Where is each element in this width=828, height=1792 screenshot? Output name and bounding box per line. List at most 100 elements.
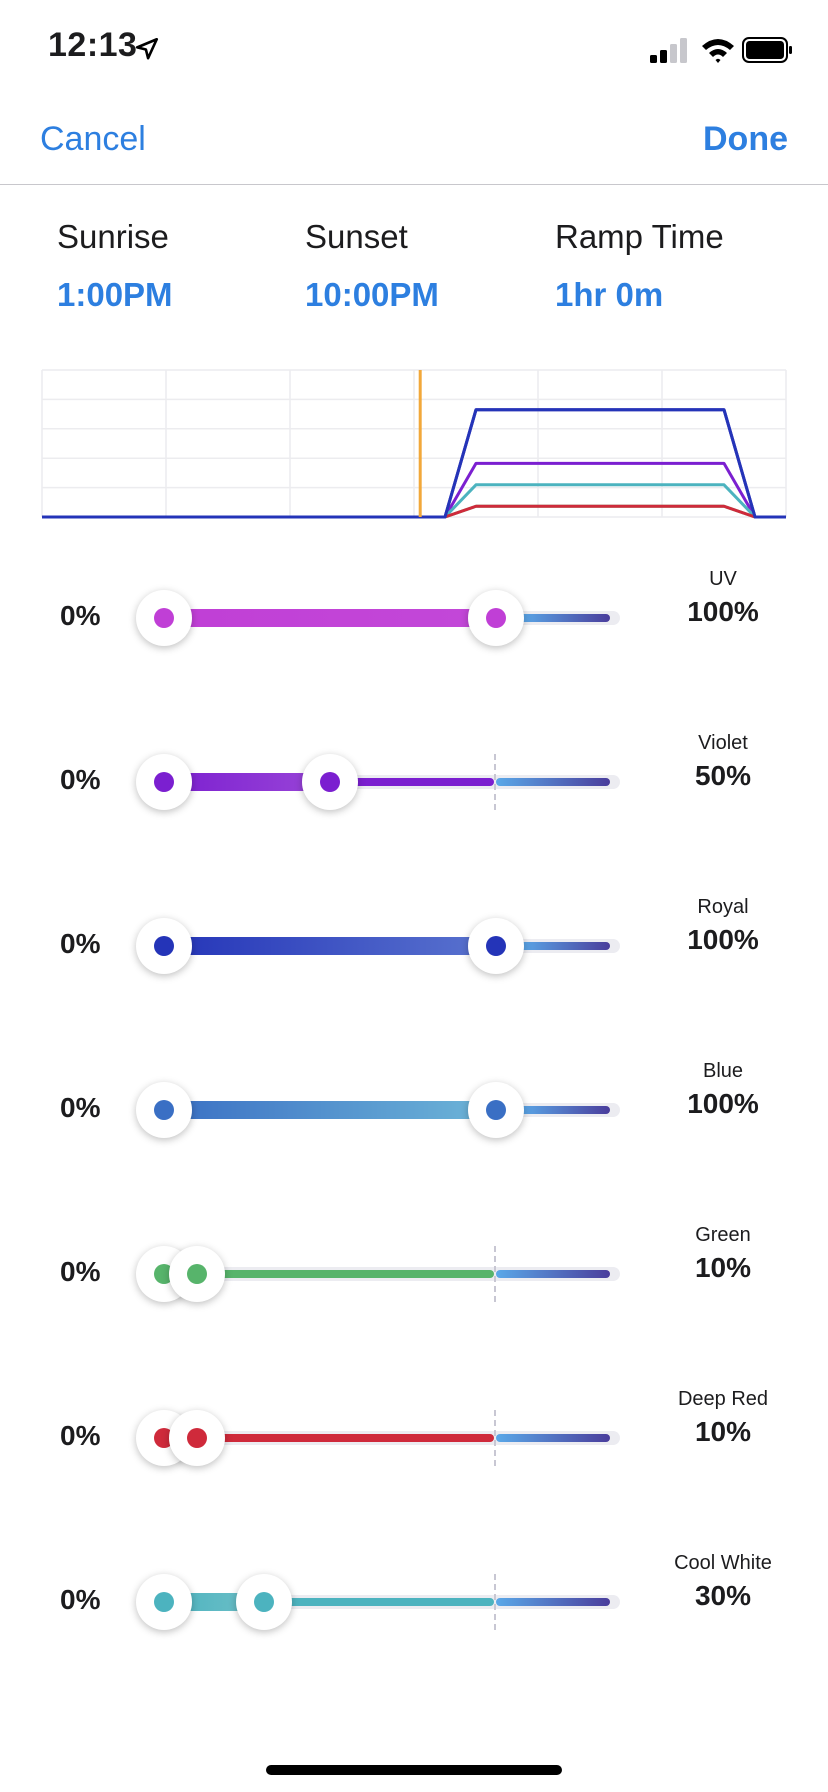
channel-value: 10% xyxy=(694,1252,752,1283)
status-bar: 12:13 xyxy=(0,0,828,100)
channel-range-slider[interactable] xyxy=(130,1388,620,1488)
slider-max-knob[interactable] xyxy=(468,1082,524,1138)
knob-dot xyxy=(320,772,340,792)
knob-dot xyxy=(486,608,506,628)
channel-name: Violet xyxy=(698,732,748,754)
slider-fill xyxy=(164,773,330,791)
chart-series-line-6 xyxy=(42,408,786,519)
knob-dot xyxy=(253,1592,274,1612)
ramp-time-picker[interactable]: Ramp Time 1hr 0m xyxy=(555,218,724,314)
channel-value: 100% xyxy=(687,924,759,955)
slider-100-mark xyxy=(494,1410,496,1466)
channel-range-slider[interactable] xyxy=(130,1552,620,1652)
channel-name: Blue xyxy=(702,1060,744,1082)
slider-track-remaining xyxy=(197,1434,494,1442)
sunrise-label: Sunrise xyxy=(57,218,169,255)
channel-name: Deep Red xyxy=(677,1388,769,1410)
channel-row-deep-red: 0% Deep Red 10% xyxy=(0,1388,828,1488)
slider-min-knob[interactable] xyxy=(136,1082,192,1138)
channel-value: 100% xyxy=(687,1088,759,1119)
slider-max-knob[interactable] xyxy=(468,918,524,974)
knob-dot xyxy=(486,1100,506,1120)
slider-track-overdrive xyxy=(496,1598,610,1606)
slider-100-mark xyxy=(494,754,496,810)
channel-min-value: 0% xyxy=(60,764,101,795)
slider-fill xyxy=(164,937,496,955)
channel-row-violet: 0% Violet 50% xyxy=(0,732,828,832)
channel-value: 50% xyxy=(694,760,752,791)
sunset-value: 10:00PM xyxy=(305,276,439,313)
slider-max-knob[interactable] xyxy=(468,590,524,646)
channel-row-blue: 0% Blue 100% xyxy=(0,1060,828,1160)
slider-track-remaining xyxy=(263,1598,494,1606)
channel-min-value: 0% xyxy=(60,1420,101,1451)
home-indicator xyxy=(266,1765,562,1775)
sunset-label: Sunset xyxy=(305,218,408,255)
channel-range-slider[interactable] xyxy=(130,896,620,996)
slider-100-mark xyxy=(494,1246,496,1302)
wifi-icon xyxy=(702,39,734,63)
slider-100-mark xyxy=(494,1574,496,1630)
slider-max-knob[interactable] xyxy=(302,754,358,810)
channel-range-slider[interactable] xyxy=(130,732,620,832)
slider-track-overdrive xyxy=(496,778,610,786)
channel-name: Royal xyxy=(697,896,749,918)
location-arrow-icon xyxy=(135,37,159,60)
channel-row-cool-white: 0% Cool White 30% xyxy=(0,1552,828,1652)
cancel-button[interactable]: Cancel xyxy=(40,120,146,158)
knob-dot xyxy=(187,1428,208,1448)
knob-dot xyxy=(154,1100,174,1120)
slider-min-knob[interactable] xyxy=(136,754,192,810)
slider-track-remaining xyxy=(197,1270,494,1278)
sunrise-value: 1:00PM xyxy=(57,276,173,313)
channel-range-slider[interactable] xyxy=(130,568,620,668)
channel-row-uv: 0% UV 100% xyxy=(0,568,828,668)
channel-name: UV xyxy=(709,568,737,590)
battery-icon xyxy=(742,37,792,63)
knob-dot xyxy=(486,936,506,956)
slider-track-overdrive xyxy=(496,1434,610,1442)
sunset-picker[interactable]: Sunset 10:00PM xyxy=(305,218,439,314)
slider-fill xyxy=(164,609,496,627)
channel-min-value: 0% xyxy=(60,600,101,631)
channel-min-value: 0% xyxy=(60,928,101,959)
sunrise-picker[interactable]: Sunrise 1:00PM xyxy=(57,218,173,314)
slider-max-knob[interactable] xyxy=(235,1574,292,1630)
knob-dot xyxy=(154,608,174,628)
knob-dot xyxy=(187,1264,208,1284)
knob-dot xyxy=(154,1264,174,1284)
slider-max-knob[interactable] xyxy=(169,1410,226,1466)
knob-dot xyxy=(154,1428,174,1448)
channel-min-value: 0% xyxy=(60,1256,101,1287)
navigation-bar: Cancel Done xyxy=(0,100,828,185)
knob-dot xyxy=(154,772,174,792)
channel-name: Cool White xyxy=(674,1552,772,1574)
slider-track-overdrive xyxy=(520,614,610,622)
channel-value: 10% xyxy=(694,1416,752,1447)
slider-track-overdrive xyxy=(520,942,610,950)
cellular-signal-icon xyxy=(650,38,687,63)
ramp-time-value: 1hr 0m xyxy=(555,276,664,313)
slider-min-knob[interactable] xyxy=(136,1574,192,1630)
channel-min-value: 0% xyxy=(60,1092,101,1123)
slider-min-knob[interactable] xyxy=(136,590,192,646)
channel-row-green: 0% Green 10% xyxy=(0,1224,828,1324)
slider-max-knob[interactable] xyxy=(169,1246,226,1302)
channel-name: Green xyxy=(695,1224,751,1246)
slider-min-knob[interactable] xyxy=(136,918,192,974)
slider-track-remaining xyxy=(330,778,494,786)
schedule-chart xyxy=(41,369,787,519)
channel-value: 30% xyxy=(694,1580,752,1611)
channel-min-value: 0% xyxy=(60,1584,101,1615)
channel-range-slider[interactable] xyxy=(130,1224,620,1324)
knob-dot xyxy=(154,1592,174,1612)
done-button[interactable]: Done xyxy=(703,120,788,158)
ramp-time-label: Ramp Time xyxy=(555,218,724,255)
slider-track-overdrive xyxy=(520,1106,610,1114)
channel-range-slider[interactable] xyxy=(130,1060,620,1160)
channel-row-royal: 0% Royal 100% xyxy=(0,896,828,996)
channel-value: 100% xyxy=(687,596,759,627)
status-time: 12:13 xyxy=(48,26,138,64)
slider-fill xyxy=(164,1101,496,1119)
slider-track-overdrive xyxy=(496,1270,610,1278)
